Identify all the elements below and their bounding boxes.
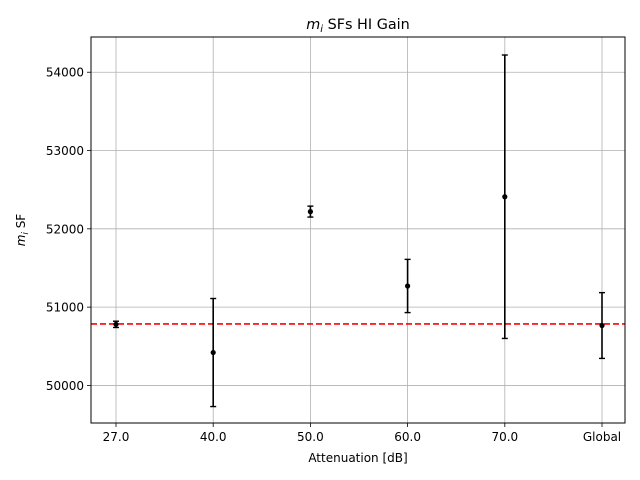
x-tick-label: 40.0 <box>200 430 227 444</box>
y-tick-label: 51000 <box>46 301 84 315</box>
y-tick-label: 54000 <box>46 66 84 80</box>
y-tick-label: 50000 <box>46 379 84 393</box>
plot-frame <box>90 36 626 424</box>
x-axis-label: Attenuation [dB] <box>308 451 407 465</box>
x-tick-label: Global <box>583 430 621 444</box>
data-point <box>307 209 313 215</box>
data-point <box>405 283 411 289</box>
x-axis-ticks: 27.0 40.0 50.0 60.0 70.0 Global <box>103 423 621 444</box>
y-axis-ticks: 50000 51000 52000 53000 54000 <box>46 66 91 393</box>
chart-title: mi SFs HI Gain <box>306 17 410 35</box>
y-axis-label: mi SF <box>14 214 31 247</box>
data-points <box>113 54 605 408</box>
x-tick-label: 27.0 <box>103 430 130 444</box>
data-point <box>113 321 119 327</box>
data-point <box>599 322 605 329</box>
x-tick-label: 60.0 <box>394 430 421 444</box>
data-point <box>210 349 216 356</box>
y-tick-label: 52000 <box>46 222 84 236</box>
y-tick-label: 53000 <box>46 144 84 158</box>
grid <box>91 37 625 423</box>
x-tick-label: 70.0 <box>491 430 518 444</box>
x-tick-label: 50.0 <box>297 430 324 444</box>
data-point <box>502 194 508 200</box>
